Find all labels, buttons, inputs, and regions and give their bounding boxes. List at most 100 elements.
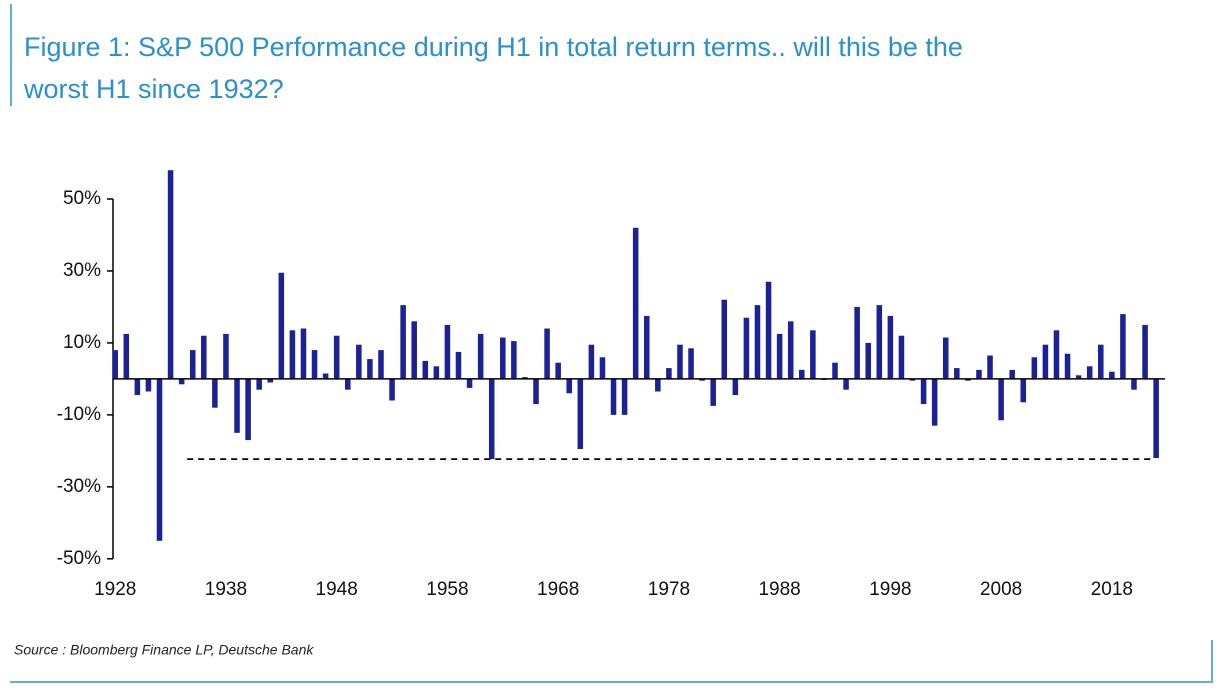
bar <box>854 306 860 379</box>
bar <box>666 368 672 379</box>
bar <box>998 378 1004 421</box>
bar <box>500 337 506 379</box>
bar <box>256 378 262 390</box>
bar <box>599 357 606 379</box>
bar <box>112 350 118 379</box>
bar <box>588 344 595 379</box>
bar <box>378 350 384 379</box>
y-tick-label: -10% <box>57 404 101 425</box>
bar <box>677 344 683 379</box>
y-tick-label: 50% <box>63 188 101 209</box>
bar <box>710 378 716 406</box>
bar <box>389 378 395 401</box>
bar <box>145 378 152 392</box>
chart-title: worst H1 since 1932? <box>23 74 284 104</box>
bar <box>577 378 584 450</box>
bar <box>743 317 750 379</box>
bar <box>810 330 816 379</box>
bar <box>444 324 451 379</box>
bar <box>433 366 440 379</box>
bar <box>987 355 993 379</box>
bar <box>688 348 694 379</box>
bar <box>189 350 196 379</box>
bar <box>621 378 628 415</box>
source-note: Source : Bloomberg Finance LP, Deutsche … <box>14 642 314 658</box>
bar <box>965 378 971 381</box>
bar <box>1142 324 1148 379</box>
bar <box>1042 344 1049 379</box>
bar <box>234 378 240 433</box>
bar <box>466 378 473 388</box>
bar <box>865 342 871 379</box>
x-tick-label: 1978 <box>648 579 690 600</box>
bar <box>322 373 329 379</box>
x-tick-label: 1988 <box>758 579 800 600</box>
bar <box>699 378 705 381</box>
bar <box>156 378 163 541</box>
bar <box>909 378 916 381</box>
bar <box>267 378 274 383</box>
bar <box>721 299 728 379</box>
bar <box>123 333 130 379</box>
x-tick-label: 1998 <box>869 579 911 600</box>
bar <box>223 333 229 379</box>
bar <box>245 378 251 441</box>
y-tick-label: 10% <box>63 332 101 353</box>
bar <box>876 305 883 379</box>
bar <box>954 368 960 379</box>
bar <box>201 335 207 379</box>
x-tick-label: 1948 <box>316 579 358 600</box>
bar <box>655 378 661 392</box>
bar <box>311 350 318 379</box>
bar <box>555 362 561 379</box>
bar <box>887 315 894 379</box>
bar <box>1086 366 1093 379</box>
bar <box>411 321 417 379</box>
bar <box>1020 378 1027 403</box>
y-tick-label: 30% <box>63 260 101 281</box>
bar <box>765 281 772 379</box>
bar <box>333 335 340 379</box>
y-tick-label: -50% <box>57 548 101 569</box>
bar <box>942 337 949 379</box>
bar <box>799 369 805 379</box>
bar <box>1098 344 1104 379</box>
bar <box>1031 357 1038 379</box>
bar <box>356 344 362 379</box>
bar <box>212 378 218 408</box>
bar <box>754 305 761 379</box>
bar <box>422 360 429 379</box>
x-tick-label: 1938 <box>205 579 247 600</box>
bar <box>522 377 528 379</box>
x-tick-label: 2018 <box>1091 579 1133 600</box>
chart-title: Figure 1: S&P 500 Performance during H1 … <box>24 32 963 62</box>
bar <box>477 333 484 379</box>
bar <box>1153 378 1159 459</box>
bar <box>300 328 307 379</box>
bar <box>776 333 783 379</box>
bar <box>732 378 739 396</box>
bar <box>511 341 517 379</box>
bar <box>832 362 838 379</box>
bar <box>1131 378 1137 390</box>
bar <box>367 359 373 379</box>
bar <box>455 351 462 379</box>
bar <box>610 378 617 415</box>
bar <box>643 315 650 379</box>
y-tick-label: -30% <box>57 476 101 497</box>
bar <box>898 335 905 379</box>
bar <box>1053 330 1060 379</box>
bar <box>1109 371 1115 379</box>
x-tick-label: 2008 <box>980 579 1022 600</box>
bar <box>278 272 285 379</box>
x-tick-label: 1958 <box>426 579 468 600</box>
bar <box>1075 375 1082 379</box>
bar <box>488 378 495 460</box>
bar <box>566 378 573 394</box>
bar <box>167 170 174 379</box>
bar <box>544 328 550 379</box>
bar <box>931 378 938 426</box>
bar <box>1009 369 1015 379</box>
bar <box>1064 353 1071 379</box>
